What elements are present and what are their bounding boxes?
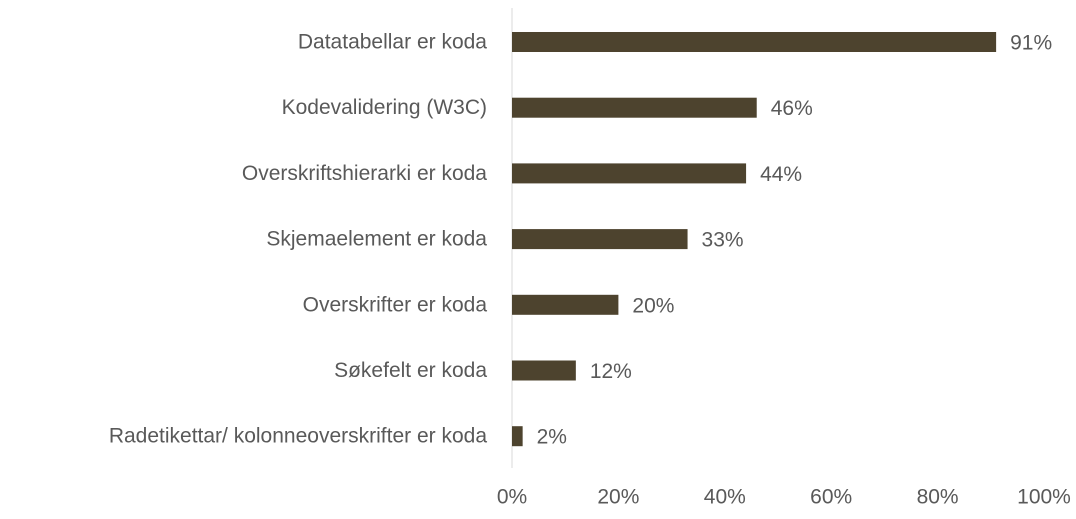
value-label: 12%	[590, 360, 632, 383]
x-tick-label: 100%	[1017, 486, 1071, 509]
bar	[512, 426, 523, 447]
value-label: 91%	[1010, 32, 1052, 55]
x-tick-label: 20%	[597, 486, 639, 509]
bar	[512, 360, 576, 381]
category-label: Overskriftshierarki er koda	[242, 162, 487, 185]
category-label: Radetikettar/ kolonneoverskrifter er kod…	[109, 425, 488, 448]
bar	[512, 229, 688, 250]
value-label: 20%	[632, 294, 674, 317]
bar	[512, 32, 997, 52]
x-tick-label: 80%	[917, 486, 959, 509]
category-label: Overskrifter er koda	[303, 293, 488, 316]
bar	[512, 294, 619, 315]
x-tick-label: 0%	[497, 486, 527, 509]
value-label: 46%	[771, 97, 813, 120]
value-label: 2%	[537, 426, 567, 449]
category-label: Søkefelt er koda	[334, 359, 487, 382]
value-label: 44%	[760, 163, 802, 186]
category-label: Skjemaelement er koda	[266, 228, 487, 251]
value-label: 33%	[702, 229, 744, 252]
x-tick-label: 60%	[810, 486, 852, 509]
category-label: Datatabellar er koda	[298, 31, 487, 54]
x-tick-label: 40%	[704, 486, 746, 509]
bar	[512, 97, 757, 118]
category-label: Kodevalidering (W3C)	[282, 96, 487, 119]
bar	[512, 163, 747, 184]
